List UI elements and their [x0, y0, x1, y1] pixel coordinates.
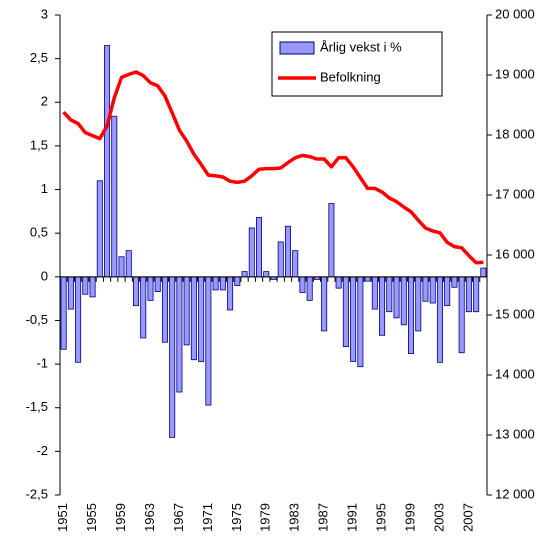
bar	[248, 227, 255, 278]
bar	[256, 217, 263, 278]
y2-tick-label: 17 000	[495, 186, 535, 201]
x-tick-label: 2007	[460, 503, 475, 532]
bar	[400, 276, 407, 326]
bar	[465, 276, 472, 313]
bar	[176, 276, 183, 393]
bar	[198, 276, 205, 362]
x-tick-label: 1987	[316, 503, 331, 532]
x-tick-label: 1991	[345, 503, 360, 532]
bar	[161, 276, 168, 343]
bar	[75, 276, 82, 363]
bar	[60, 276, 67, 350]
bar	[118, 256, 125, 278]
bar	[335, 276, 342, 289]
bar	[169, 276, 176, 438]
y2-tick-label: 19 000	[495, 66, 535, 81]
bar	[227, 276, 234, 311]
bar	[408, 276, 415, 355]
y-tick-label: 1	[41, 181, 48, 196]
bar	[89, 276, 96, 298]
x-tick-label: 1983	[287, 503, 302, 532]
bar	[458, 276, 465, 354]
bar	[212, 276, 219, 291]
x-tick-label: 1963	[142, 503, 157, 532]
x-tick-label: 1959	[113, 503, 128, 532]
x-tick-label: 1975	[229, 503, 244, 532]
bar	[132, 276, 139, 307]
bar	[125, 250, 132, 278]
bar	[205, 276, 212, 406]
bar	[393, 276, 400, 319]
bar	[263, 271, 270, 278]
y-tick-label: 3	[41, 6, 48, 21]
bar	[277, 241, 284, 278]
bar	[364, 276, 371, 282]
y2-tick-label: 18 000	[495, 126, 535, 141]
y-tick-label: -2	[36, 443, 48, 458]
bar	[306, 276, 313, 301]
bar	[473, 276, 480, 313]
y-tick-label: 0,5	[30, 225, 48, 240]
x-tick-label: 1967	[171, 503, 186, 532]
y-tick-label: -1,5	[26, 399, 48, 414]
y2-tick-label: 16 000	[495, 246, 535, 261]
bar	[299, 276, 306, 293]
bar	[480, 267, 487, 278]
bar	[371, 276, 378, 310]
bar	[111, 115, 118, 278]
x-tick-label: 1995	[373, 503, 388, 532]
x-tick-label: 1999	[402, 503, 417, 532]
bar	[357, 276, 364, 368]
bar	[154, 276, 161, 293]
y2-tick-label: 20 000	[495, 6, 535, 21]
x-tick-label: 1955	[84, 503, 99, 532]
x-tick-label: 2003	[431, 503, 446, 532]
x-tick-label: 1971	[200, 503, 215, 532]
y2-tick-label: 14 000	[495, 366, 535, 381]
bar	[386, 276, 393, 313]
bar	[444, 276, 451, 307]
bar	[451, 276, 458, 288]
y2-tick-label: 12 000	[495, 486, 535, 501]
bar	[379, 276, 386, 336]
bar	[342, 276, 349, 348]
bar	[183, 276, 190, 346]
y-tick-label: -1	[36, 356, 48, 371]
y-tick-label: 2,5	[30, 50, 48, 65]
y2-tick-label: 13 000	[495, 426, 535, 441]
y-tick-label: 0	[41, 268, 48, 283]
bar	[140, 276, 147, 339]
bar	[96, 180, 103, 278]
bar	[429, 276, 436, 304]
legend-label: Årlig vekst i %	[320, 39, 402, 54]
bar	[422, 276, 429, 302]
y2-tick-label: 15 000	[495, 306, 535, 321]
y-tick-label: 2	[41, 94, 48, 109]
legend-swatch	[279, 41, 315, 55]
bar	[284, 225, 291, 278]
bar	[82, 276, 89, 295]
y-tick-label: 1,5	[30, 137, 48, 152]
bar	[350, 276, 357, 362]
bar	[292, 250, 299, 278]
legend-label: Befolkning	[320, 69, 381, 84]
x-tick-label: 1979	[258, 503, 273, 532]
bar	[436, 276, 443, 363]
bar	[219, 276, 226, 291]
x-tick-label: 1951	[55, 503, 70, 532]
bar	[321, 276, 328, 332]
bar	[328, 203, 335, 278]
bar	[234, 276, 241, 286]
bar	[190, 276, 197, 361]
y-tick-label: -0,5	[26, 312, 48, 327]
bar	[147, 276, 154, 301]
bar	[104, 45, 111, 278]
y-tick-label: -2,5	[26, 486, 48, 501]
bar	[415, 276, 422, 332]
bar	[67, 276, 74, 310]
line	[62, 70, 484, 265]
bar	[241, 271, 248, 278]
